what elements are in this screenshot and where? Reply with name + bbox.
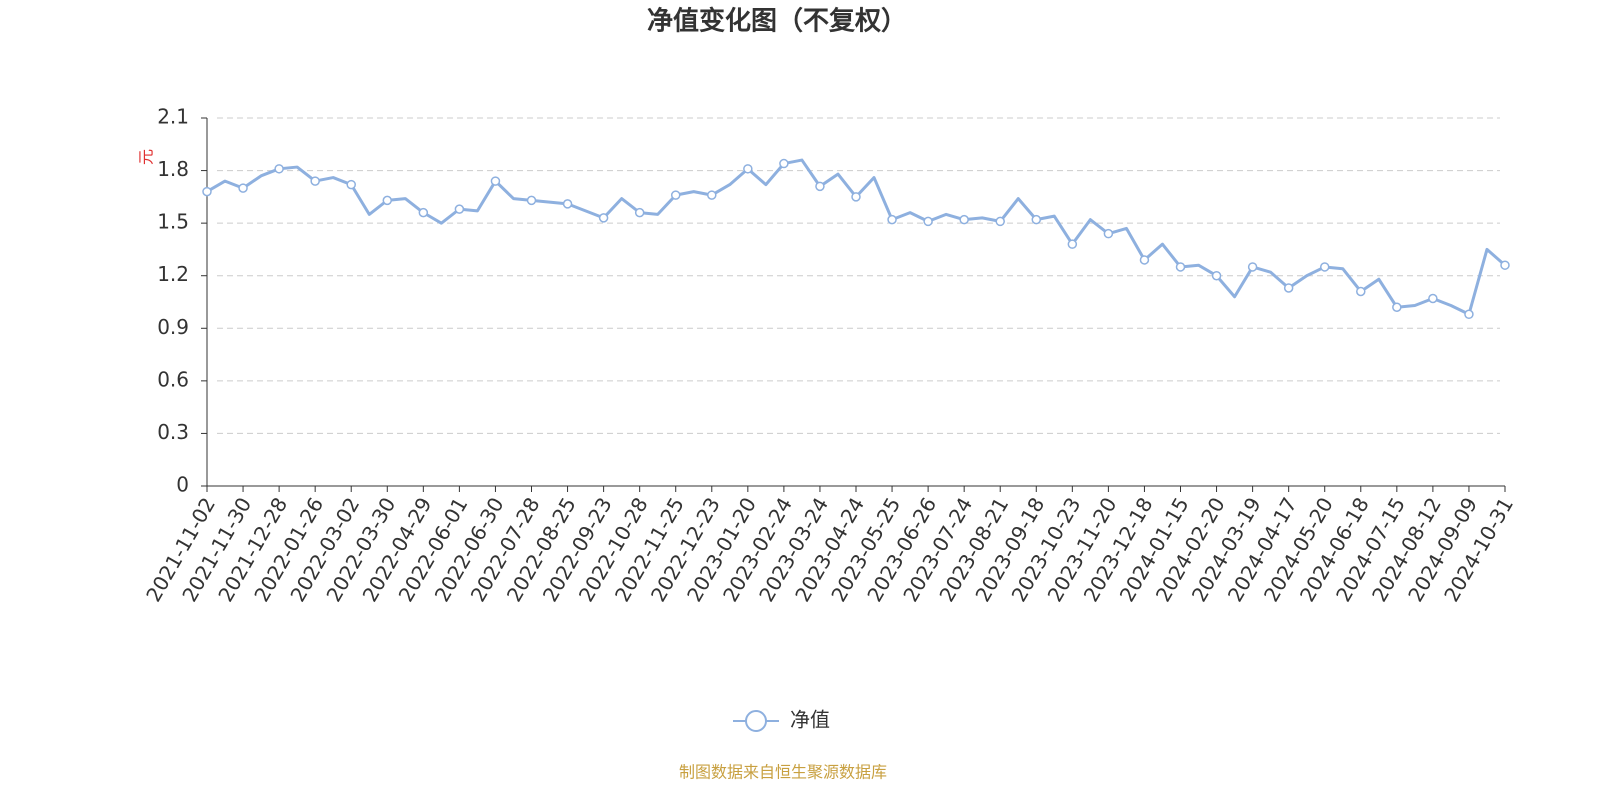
data-point <box>202 186 212 197</box>
data-point <box>1500 260 1510 270</box>
data-point <box>1139 255 1150 265</box>
y-tick-label: 0.3 <box>157 420 189 444</box>
data-point <box>310 176 320 186</box>
data-point <box>1247 262 1258 272</box>
y-tick-label: 1.2 <box>157 262 189 286</box>
source-note: 制图数据来自恒生聚源数据库 <box>679 763 887 782</box>
data-point <box>779 158 789 169</box>
data-point <box>995 216 1005 227</box>
data-point <box>1464 309 1474 320</box>
y-tick-label: 0.9 <box>157 315 189 339</box>
y-tick-label: 1.8 <box>157 157 189 181</box>
data-point <box>670 190 681 200</box>
legend-marker <box>745 710 767 732</box>
y-tick-label: 0.6 <box>157 367 189 391</box>
y-tick-label: 2.1 <box>157 105 189 129</box>
data-point <box>346 179 356 190</box>
legend-label[interactable]: 净值 <box>790 708 830 732</box>
data-point <box>1283 283 1294 293</box>
y-tick-label: 0 <box>176 473 189 497</box>
data-point <box>1319 262 1330 272</box>
data-point <box>1356 286 1366 297</box>
data-point <box>562 199 573 209</box>
y-axis-label: 元 <box>137 149 156 165</box>
data-point <box>382 195 393 206</box>
data-point <box>923 216 933 227</box>
data-point <box>851 192 861 202</box>
data-point <box>1175 262 1186 272</box>
data-point <box>743 164 753 174</box>
data-point <box>1031 214 1042 225</box>
data-point <box>634 207 645 218</box>
data-point <box>598 213 609 223</box>
data-point <box>1067 239 1078 249</box>
data-point <box>1103 228 1114 239</box>
data-point <box>454 204 465 214</box>
data-point <box>418 207 429 218</box>
data-point <box>490 176 501 186</box>
data-point <box>238 183 248 193</box>
data-point <box>1392 302 1402 313</box>
data-point <box>1428 293 1438 304</box>
data-point <box>526 195 537 206</box>
data-point <box>887 214 897 225</box>
data-point <box>959 214 969 225</box>
series-line <box>206 158 1506 316</box>
data-point <box>274 164 284 174</box>
y-tick-label: 1.5 <box>157 210 189 234</box>
chart-title: 净值变化图（不复权） <box>647 6 907 37</box>
data-point <box>815 181 825 192</box>
data-point <box>707 190 717 200</box>
data-point <box>1211 270 1222 281</box>
